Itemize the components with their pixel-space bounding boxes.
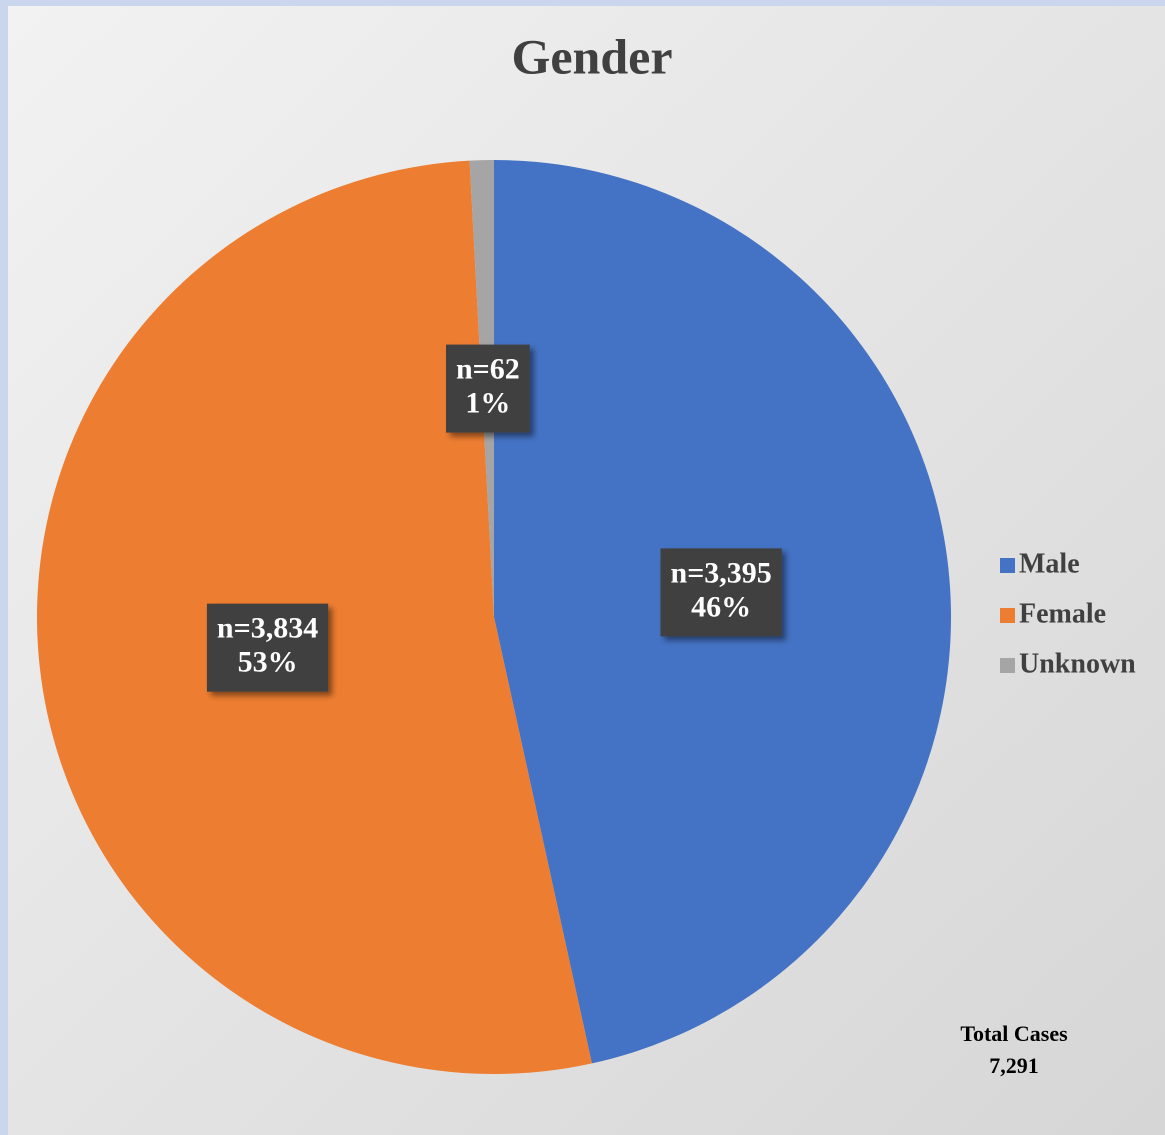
- data-label-count: n=3,395: [671, 556, 772, 589]
- data-label-count: n=3,834: [217, 612, 318, 645]
- legend-swatch: [1000, 658, 1015, 673]
- legend-swatch: [1000, 608, 1015, 623]
- data-label: n=621%: [446, 344, 530, 433]
- data-label-percent: 53%: [238, 646, 298, 679]
- data-label-box: [206, 603, 329, 692]
- data-label-count: n=62: [456, 352, 520, 385]
- total-value: 7,291: [989, 1053, 1039, 1078]
- data-label-box: [660, 548, 782, 637]
- legend-label: Female: [1019, 598, 1106, 629]
- legend-label: Male: [1019, 548, 1080, 579]
- data-label-percent: 46%: [691, 590, 751, 623]
- data-label-percent: 1%: [465, 386, 510, 419]
- legend-swatch: [1000, 558, 1015, 573]
- legend-label: Unknown: [1019, 648, 1136, 679]
- chart-title: Gender: [511, 28, 672, 84]
- total-label: Total Cases: [960, 1021, 1068, 1046]
- data-label-box: [446, 344, 530, 433]
